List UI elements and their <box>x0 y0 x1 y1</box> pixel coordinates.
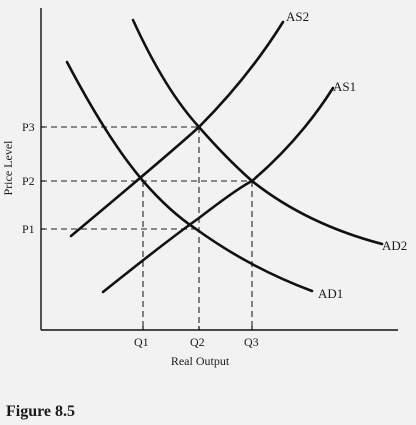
ad1-curve <box>65 60 314 293</box>
as2-curve <box>69 20 285 238</box>
p3-label: P3 <box>22 120 35 134</box>
as1-curve <box>101 86 335 294</box>
figure-caption: Figure 8.5 <box>6 403 75 420</box>
ad1-label: AD1 <box>318 286 343 301</box>
x-axis-title: Real Output <box>171 354 230 368</box>
as2-label: AS2 <box>286 9 309 24</box>
p1-label: P1 <box>22 222 35 236</box>
as1-label: AS1 <box>333 79 356 94</box>
q2-label: Q2 <box>190 335 205 349</box>
p2-label: P2 <box>22 174 35 188</box>
ad2-label: AD2 <box>382 238 407 253</box>
q1-label: Q1 <box>134 335 149 349</box>
q3-label: Q3 <box>244 335 259 349</box>
ad2-curve <box>131 18 384 246</box>
y-axis-title: Price Level <box>1 140 15 196</box>
